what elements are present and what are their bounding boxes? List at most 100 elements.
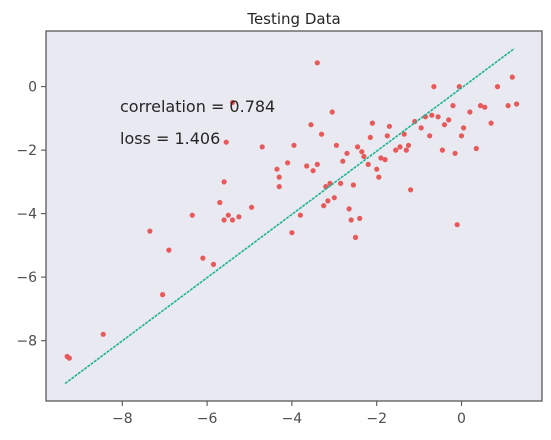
data-point xyxy=(408,187,414,193)
data-point xyxy=(405,142,412,148)
data-point xyxy=(505,103,511,109)
axis-ticks: −8 −6 −4 −2 0 0 −2 −4 −6 −8 xyxy=(16,80,466,427)
chart-title: Testing Data xyxy=(246,10,340,28)
x-tick-label: 0 xyxy=(457,411,466,427)
data-point xyxy=(221,217,227,223)
data-point xyxy=(403,147,409,153)
y-tick-label: −2 xyxy=(16,143,37,159)
data-point xyxy=(229,99,236,106)
data-point xyxy=(285,160,291,166)
data-point xyxy=(446,117,452,123)
data-point xyxy=(359,149,365,155)
data-point xyxy=(236,214,242,220)
data-point xyxy=(319,131,325,137)
data-point xyxy=(333,142,339,148)
chart-marks xyxy=(64,47,520,385)
data-point xyxy=(376,174,382,180)
data-point xyxy=(200,255,206,261)
data-point xyxy=(514,101,520,107)
data-point xyxy=(427,133,433,139)
data-point xyxy=(276,184,282,190)
loss-annotation: loss = 1.406 xyxy=(120,129,220,148)
data-point xyxy=(401,131,407,137)
data-point xyxy=(289,230,295,236)
data-point xyxy=(454,222,460,228)
data-point xyxy=(147,228,153,234)
data-point xyxy=(100,331,106,337)
data-point xyxy=(166,247,172,253)
data-point xyxy=(291,142,297,148)
data-point xyxy=(189,212,195,218)
y-tick-label: −4 xyxy=(16,207,37,223)
x-tick-label: −8 xyxy=(112,411,133,427)
data-point xyxy=(429,112,435,118)
x-tick-label: −2 xyxy=(366,411,387,427)
data-point xyxy=(355,144,361,150)
data-point xyxy=(338,180,344,186)
data-point xyxy=(418,125,424,131)
plot-frame xyxy=(45,30,543,402)
x-tick-label: −6 xyxy=(197,411,218,427)
data-point xyxy=(431,84,437,90)
data-point xyxy=(210,261,217,267)
data-point xyxy=(450,103,456,109)
data-point xyxy=(367,134,373,140)
fit-line xyxy=(64,47,515,385)
data-point xyxy=(393,147,399,153)
y-tick-label: −8 xyxy=(16,334,37,350)
data-point xyxy=(308,122,314,128)
data-point xyxy=(378,155,384,161)
data-point xyxy=(259,144,265,150)
data-point xyxy=(357,215,363,221)
data-point xyxy=(439,147,445,153)
data-point xyxy=(467,109,473,115)
data-point xyxy=(365,161,371,167)
data-point xyxy=(310,168,316,174)
data-point xyxy=(458,133,465,139)
data-point xyxy=(297,212,303,218)
correlation-annotation: correlation = 0.784 xyxy=(120,97,275,116)
x-tick-label: −4 xyxy=(282,411,303,427)
data-point xyxy=(249,204,255,210)
data-point xyxy=(397,144,403,150)
data-point xyxy=(452,150,458,156)
data-point xyxy=(346,206,352,212)
data-point xyxy=(348,217,354,223)
data-point xyxy=(509,74,515,80)
data-point xyxy=(369,120,375,126)
data-point xyxy=(374,166,380,172)
data-point xyxy=(217,199,223,206)
data-point xyxy=(314,161,320,167)
data-point xyxy=(229,217,236,223)
data-point xyxy=(352,234,359,240)
data-point xyxy=(386,123,392,129)
data-point xyxy=(488,120,494,126)
data-point xyxy=(221,179,227,185)
data-point xyxy=(344,150,350,156)
data-point xyxy=(321,203,327,209)
data-point xyxy=(314,60,320,66)
data-point xyxy=(477,103,484,109)
data-point xyxy=(223,139,229,145)
data-point xyxy=(340,158,346,164)
data-point xyxy=(304,163,310,169)
data-point xyxy=(494,84,501,90)
data-point xyxy=(461,125,467,131)
data-point xyxy=(482,104,488,110)
y-tick-label: 0 xyxy=(28,80,37,96)
data-point xyxy=(361,153,367,160)
data-point xyxy=(384,133,390,139)
data-point xyxy=(329,109,335,115)
data-point xyxy=(325,198,331,204)
data-point xyxy=(441,122,448,128)
data-point xyxy=(274,166,280,172)
data-point xyxy=(473,145,479,152)
data-point xyxy=(331,195,337,201)
data-point xyxy=(382,157,388,163)
plot-area xyxy=(46,31,542,401)
data-point xyxy=(160,292,166,298)
data-point xyxy=(412,118,418,125)
data-point xyxy=(350,182,356,188)
data-point xyxy=(435,114,441,120)
